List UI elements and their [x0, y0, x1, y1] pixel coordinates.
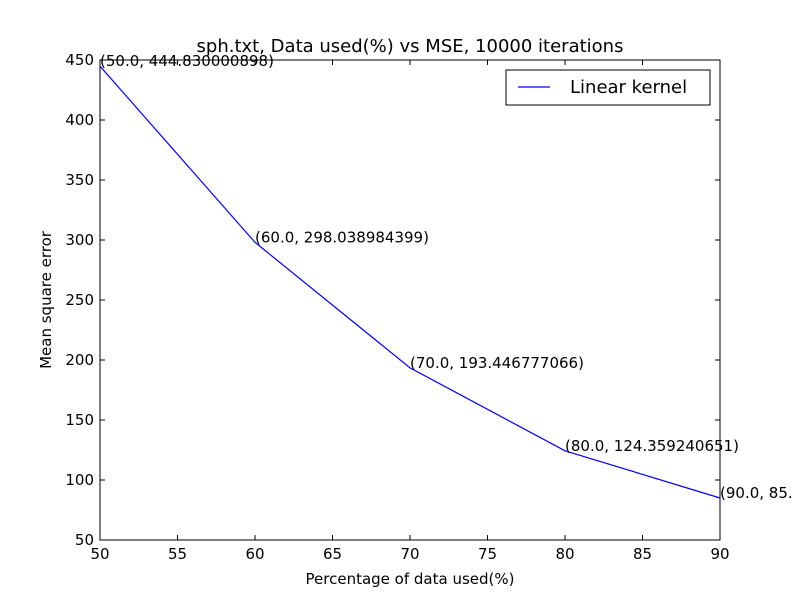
- chart-title: sph.txt, Data used(%) vs MSE, 10000 iter…: [197, 36, 624, 57]
- plot-area: 50 55 60 65 70 75 80 85 90 50 100 150 200 250 300 350 40…: [65, 51, 792, 563]
- y-axis-label: Mean square error: [37, 230, 55, 369]
- x-tick-label: 90: [710, 545, 729, 563]
- x-tick-label: 55: [168, 545, 187, 563]
- x-tick-label: 65: [323, 545, 342, 563]
- x-tick-label: 70: [400, 545, 419, 563]
- legend-label: Linear kernel: [570, 77, 687, 98]
- x-tick-label: 50: [90, 545, 109, 563]
- x-tick-label: 75: [478, 545, 497, 563]
- x-axis-label: Percentage of data used(%): [306, 570, 515, 588]
- legend: Linear kernel: [505, 69, 711, 106]
- y-tick-label: 450: [65, 51, 94, 69]
- y-tick-label: 150: [65, 411, 94, 429]
- series-line-linear-kernel: [99, 65, 721, 499]
- x-tick-label: 80: [555, 545, 574, 563]
- y-tick-label: 250: [65, 291, 94, 309]
- y-tick-label: 200: [65, 351, 94, 369]
- y-tick-label: 100: [65, 471, 94, 489]
- data-point-annotation: (60.0, 298.038984399): [255, 228, 429, 246]
- y-tick-label: 300: [65, 231, 94, 249]
- x-tick-label: 60: [245, 545, 264, 563]
- y-tick-label: 50: [75, 531, 94, 549]
- data-point-annotation: (50.0, 444.830000898): [100, 52, 274, 70]
- y-tick-label: 400: [65, 111, 94, 129]
- data-point-annotation: (80.0, 124.359240651): [565, 437, 739, 455]
- data-point-annotation: (90.0, 85.: [720, 484, 793, 502]
- axes-frame: [99, 59, 721, 541]
- data-point-annotation: (70.0, 193.446777066): [410, 354, 584, 372]
- x-tick-label: 85: [633, 545, 652, 563]
- y-tick-label: 350: [65, 171, 94, 189]
